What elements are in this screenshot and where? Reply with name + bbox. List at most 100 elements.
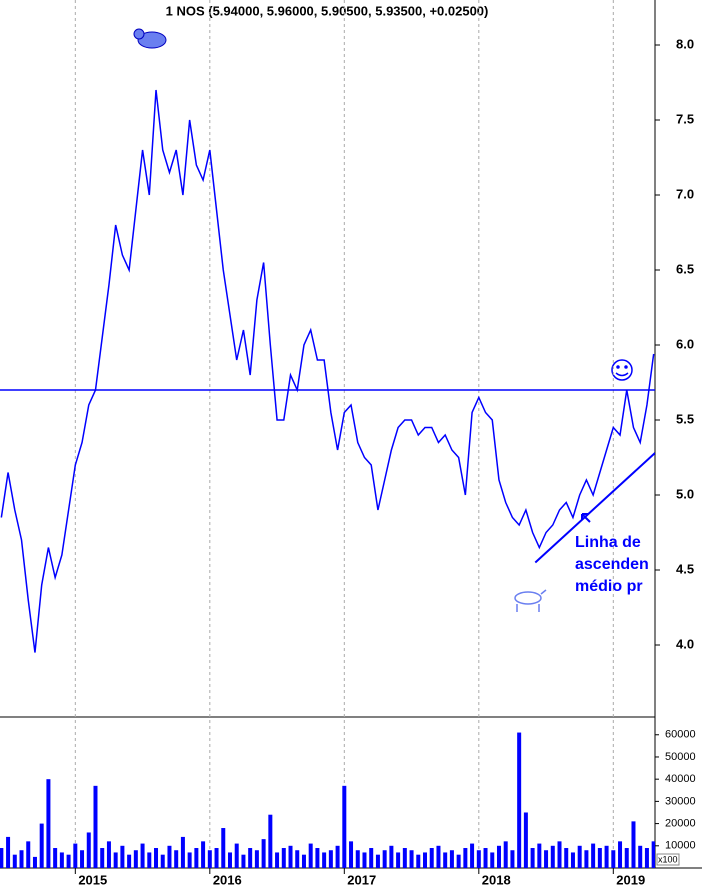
volume-bar bbox=[402, 848, 407, 868]
volume-bar bbox=[342, 785, 347, 868]
volume-bar bbox=[254, 850, 259, 868]
x-tick-label: 2016 bbox=[213, 872, 242, 887]
volume-bar bbox=[147, 852, 152, 868]
volume-bar bbox=[416, 854, 421, 868]
volume-bar bbox=[328, 850, 333, 868]
volume-bar bbox=[187, 852, 192, 868]
volume-bar bbox=[59, 852, 64, 868]
y-tick-label: 6.0 bbox=[676, 336, 694, 351]
annotation: Linha de bbox=[575, 534, 641, 551]
volume-bar bbox=[443, 852, 448, 868]
volume-bar bbox=[624, 848, 629, 868]
y2-tick-label: 60000 bbox=[665, 729, 696, 741]
volume-bar bbox=[261, 839, 266, 868]
volume-bar bbox=[638, 845, 643, 868]
volume-bar bbox=[53, 848, 58, 868]
volume-bar bbox=[396, 852, 401, 868]
volume-bar bbox=[597, 848, 602, 868]
volume-bar bbox=[221, 828, 226, 868]
volume-bar bbox=[275, 852, 280, 868]
volume-bar bbox=[476, 850, 481, 868]
volume-bar bbox=[120, 845, 125, 868]
unit-box bbox=[656, 853, 680, 866]
volume-bar bbox=[496, 845, 501, 868]
annotation: médio pr bbox=[575, 578, 643, 595]
volume-bar bbox=[174, 850, 179, 868]
volume-bar bbox=[32, 856, 37, 868]
y-tick-label: 5.5 bbox=[676, 411, 694, 426]
bear-icon bbox=[133, 28, 167, 49]
volume-bar bbox=[584, 850, 589, 868]
bull-icon bbox=[514, 589, 547, 612]
volume-bar bbox=[517, 732, 522, 868]
volume-unit: x100 bbox=[658, 854, 678, 864]
y-tick-label: 7.5 bbox=[676, 111, 694, 126]
volume-bar bbox=[550, 845, 555, 868]
volume-bar bbox=[46, 779, 51, 868]
volume-bar bbox=[544, 850, 549, 868]
volume-bar bbox=[618, 841, 623, 868]
volume-bar bbox=[322, 852, 327, 868]
volume-bar bbox=[436, 845, 441, 868]
volume-bar bbox=[570, 852, 575, 868]
volume-bar bbox=[604, 845, 609, 868]
volume-bar bbox=[6, 836, 11, 868]
volume-bar bbox=[557, 841, 562, 868]
trendline bbox=[534, 452, 655, 564]
volume-bar bbox=[295, 850, 300, 868]
volume-bar bbox=[423, 852, 428, 868]
x-tick-label: 2017 bbox=[347, 872, 376, 887]
y2-tick-label: 10000 bbox=[665, 840, 696, 852]
plot-area: Linha de ascenden médio pr bbox=[0, 0, 655, 868]
volume-bar bbox=[631, 821, 636, 868]
volume-bar bbox=[429, 848, 434, 868]
volume-bar bbox=[73, 843, 78, 868]
x-tick-label: 2018 bbox=[482, 872, 511, 887]
volume-bar bbox=[456, 854, 461, 868]
volume-bar bbox=[449, 850, 454, 868]
volume-bar bbox=[651, 841, 655, 868]
y-tick-label: 6.5 bbox=[676, 261, 694, 276]
x-tick-label: 2015 bbox=[78, 872, 107, 887]
price-line bbox=[0, 89, 655, 653]
volume-bar bbox=[194, 848, 199, 868]
volume-bar bbox=[355, 850, 360, 868]
volume-bar bbox=[19, 850, 24, 868]
volume-bar bbox=[591, 843, 596, 868]
volume-bar bbox=[409, 850, 414, 868]
volume-bar bbox=[113, 852, 118, 868]
volume-bar bbox=[93, 785, 98, 868]
volume-bar bbox=[241, 854, 246, 868]
volume-bar bbox=[611, 850, 616, 868]
volume-bar bbox=[369, 848, 374, 868]
volume-bar bbox=[207, 850, 212, 868]
volume-bar bbox=[335, 845, 340, 868]
y-tick-label: 4.0 bbox=[676, 636, 694, 651]
volume-bar bbox=[463, 848, 468, 868]
volume-bar bbox=[349, 841, 354, 868]
volume-bar bbox=[167, 845, 172, 868]
volume-bar bbox=[26, 841, 31, 868]
volume-bar bbox=[362, 852, 367, 868]
volume-bar bbox=[127, 854, 132, 868]
volume-bar bbox=[510, 850, 515, 868]
volume-bar bbox=[39, 823, 44, 868]
volume-bar bbox=[86, 832, 91, 868]
volume-bar bbox=[80, 850, 85, 868]
volume-bar bbox=[564, 848, 569, 868]
volume-bar bbox=[180, 836, 185, 868]
volume-bar bbox=[503, 841, 508, 868]
y-tick-label: 8.0 bbox=[676, 36, 694, 51]
chart-title: 1 NOS (5.94000, 5.96000, 5.90500, 5.9350… bbox=[166, 3, 489, 18]
volume-bar bbox=[66, 854, 71, 868]
volume-bar bbox=[375, 854, 380, 868]
volume-bar bbox=[523, 812, 528, 868]
y2-tick-label: 30000 bbox=[665, 795, 696, 807]
volume-bar bbox=[301, 854, 306, 868]
volume-bar bbox=[100, 848, 105, 868]
y-tick-label: 4.5 bbox=[676, 561, 694, 576]
volume-bar bbox=[490, 852, 495, 868]
volume-bar bbox=[248, 848, 253, 868]
volume-bar bbox=[160, 854, 165, 868]
